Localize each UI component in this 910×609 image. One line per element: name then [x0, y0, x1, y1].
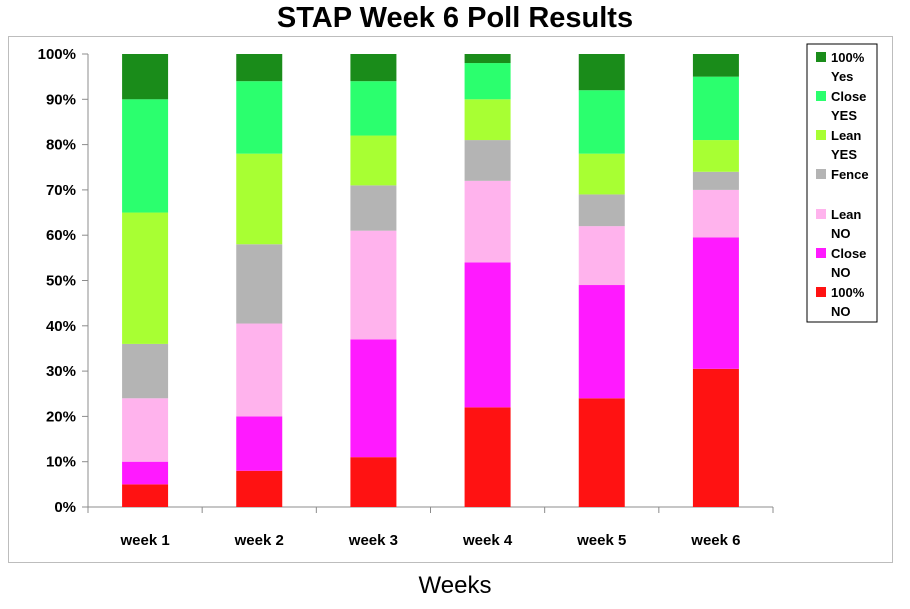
bar-segment: [578, 398, 625, 507]
bar-segment: [578, 90, 625, 154]
legend-label: 100%: [831, 50, 865, 65]
bar-segment: [122, 484, 169, 507]
legend-label: YES: [831, 147, 857, 162]
legend-label: Lean: [831, 128, 861, 143]
y-tick-label: 90%: [46, 91, 76, 108]
legend-swatch: [816, 248, 826, 258]
legend-swatch: [816, 91, 826, 101]
bar-segment: [692, 368, 739, 507]
y-tick-label: 80%: [46, 137, 76, 154]
x-tick-label: week 3: [348, 532, 398, 549]
bar-segment: [350, 457, 397, 507]
legend-label: NO: [831, 304, 851, 319]
bar-segment: [692, 140, 739, 172]
legend-swatch: [816, 52, 826, 62]
y-tick-label: 60%: [46, 227, 76, 244]
bar-segment: [122, 461, 169, 485]
legend-label: NO: [831, 226, 851, 241]
chart-title: STAP Week 6 Poll Results: [276, 2, 634, 34]
bar-segment: [350, 185, 397, 231]
bar-segment: [122, 54, 169, 100]
y-tick-label: 10%: [46, 454, 76, 471]
x-tick-label: week 6: [690, 532, 740, 549]
x-tick-label: week 1: [119, 532, 169, 549]
bar-segment: [122, 212, 169, 344]
bar-segment: [236, 470, 283, 507]
bar-segment: [692, 237, 739, 369]
legend-swatch: [816, 287, 826, 297]
bar-segment: [236, 153, 283, 245]
y-tick-label: 30%: [46, 363, 76, 380]
bar-segment: [350, 81, 397, 136]
bar-segment: [122, 99, 169, 213]
bar-segment: [692, 76, 739, 141]
bar-segment: [236, 54, 283, 82]
bar-segment: [236, 323, 283, 417]
legend-swatch: [816, 209, 826, 219]
bar-segment: [692, 171, 739, 190]
bar-segment: [464, 54, 511, 64]
bar-segment: [692, 54, 739, 77]
legend-swatch: [816, 130, 826, 140]
y-tick-label: 100%: [38, 46, 76, 63]
bar-segment: [578, 153, 625, 195]
legend-label: Fence: [831, 167, 869, 182]
bar-segment: [578, 194, 625, 227]
legend-label: Close: [831, 89, 866, 104]
bar-segment: [578, 285, 625, 399]
x-tick-label: week 5: [576, 532, 626, 549]
y-tick-label: 40%: [46, 318, 76, 335]
bar-segment: [236, 244, 283, 324]
legend-box: [806, 43, 878, 323]
bar-segment: [350, 230, 397, 340]
bar-segment: [122, 398, 169, 462]
bar-segment: [236, 416, 283, 471]
bar-segment: [464, 140, 511, 181]
y-tick-label: 20%: [46, 408, 76, 425]
bar-segment: [464, 63, 511, 100]
legend-label: NO: [831, 265, 851, 280]
x-tick-label: week 2: [234, 532, 284, 549]
bar-segment: [236, 81, 283, 154]
legend-label: Close: [831, 246, 866, 261]
legend-swatch: [816, 169, 826, 179]
legend-label: 100%: [831, 285, 865, 300]
legend-label: Lean: [831, 207, 861, 222]
bar-segment: [122, 343, 169, 399]
y-tick-label: 50%: [46, 273, 76, 290]
legend-label: Yes: [831, 69, 853, 84]
y-tick-label: 0%: [54, 499, 76, 516]
legend-label: YES: [831, 108, 857, 123]
x-tick-label: week 4: [462, 532, 513, 549]
bar-segment: [578, 226, 625, 286]
y-tick-label: 70%: [46, 182, 76, 199]
bar-segment: [692, 189, 739, 238]
x-axis-title: Weeks: [418, 572, 492, 599]
bar-segment: [350, 54, 397, 82]
bar-segment: [350, 339, 397, 458]
bar-segment: [350, 135, 397, 186]
bar-segment: [464, 262, 511, 408]
bar-segment: [464, 99, 511, 141]
bar-segment: [464, 180, 511, 263]
chart-area-frame: [8, 36, 893, 563]
bar-segment: [464, 407, 511, 507]
bar-segment: [578, 54, 625, 91]
